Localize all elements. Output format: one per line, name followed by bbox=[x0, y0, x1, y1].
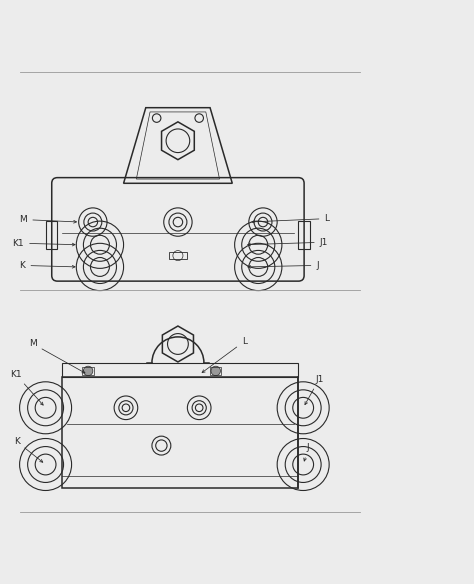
Bar bbox=[169, 252, 187, 259]
Bar bbox=[46, 221, 57, 249]
Bar bbox=[62, 377, 299, 488]
Bar bbox=[210, 367, 221, 375]
Text: J: J bbox=[304, 443, 310, 461]
Circle shape bbox=[211, 366, 220, 376]
Text: K: K bbox=[14, 437, 43, 463]
Text: K: K bbox=[19, 261, 75, 270]
Bar bbox=[82, 367, 94, 375]
Text: J1: J1 bbox=[305, 375, 323, 405]
Text: K1: K1 bbox=[10, 370, 43, 405]
Bar bbox=[62, 363, 299, 377]
Text: K1: K1 bbox=[12, 239, 75, 248]
Bar bbox=[299, 221, 310, 249]
Text: J: J bbox=[248, 261, 319, 270]
Circle shape bbox=[83, 366, 93, 376]
Text: L: L bbox=[202, 337, 247, 373]
Text: L: L bbox=[252, 214, 329, 223]
Text: M: M bbox=[19, 215, 76, 224]
Text: J1: J1 bbox=[248, 238, 328, 246]
Text: M: M bbox=[29, 339, 85, 373]
